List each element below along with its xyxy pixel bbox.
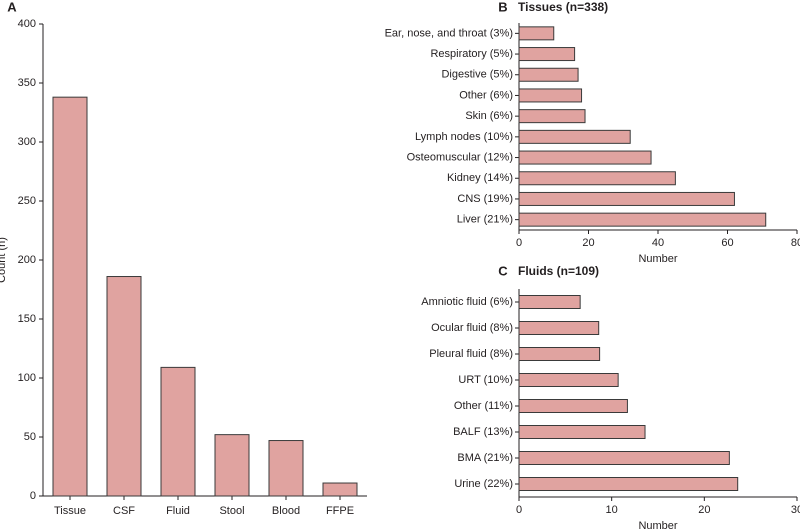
- bar: [518, 477, 739, 491]
- y-tick-label: Other (11%): [454, 400, 513, 412]
- y-tick-label: Amniotic fluid (6%): [421, 296, 513, 308]
- bar: [214, 434, 250, 497]
- bar: [322, 482, 358, 497]
- bar: [518, 373, 619, 387]
- bar: [518, 171, 676, 186]
- y-tick-label: CNS (19%): [457, 193, 513, 205]
- x-tick-label: 40: [652, 237, 664, 249]
- y-tick-label: Lymph nodes (10%): [415, 131, 513, 143]
- y-tick-label: Urine (22%): [454, 478, 513, 490]
- bar: [518, 425, 646, 439]
- x-tick-label: 60: [721, 237, 733, 249]
- y-tick-label: 250: [18, 195, 36, 207]
- bar: [518, 109, 586, 124]
- x-tick-label: 30: [791, 504, 800, 516]
- x-tick-label: Stool: [219, 505, 244, 517]
- bar: [518, 67, 579, 82]
- bar: [518, 212, 767, 227]
- y-tick-label: 100: [18, 372, 36, 384]
- y-tick-label: Other (6%): [459, 89, 513, 101]
- x-axis-label: Number: [638, 520, 677, 530]
- y-tick-label: 400: [18, 18, 36, 30]
- x-tick-label: Fluid: [166, 505, 190, 517]
- y-tick-label: BALF (13%): [453, 426, 513, 438]
- y-axis-label: Count (n): [0, 237, 8, 283]
- y-tick-label: 300: [18, 136, 36, 148]
- y-tick-label: Ear, nose, and throat (3%): [385, 27, 513, 39]
- panel-title: Tissues (n=338): [518, 0, 608, 14]
- bar: [518, 399, 628, 413]
- y-tick-label: Ocular fluid (8%): [431, 322, 513, 334]
- x-tick-label: 80: [791, 237, 800, 249]
- y-tick-label: BMA (21%): [457, 452, 513, 464]
- bar: [518, 150, 652, 165]
- y-tick-label: 200: [18, 254, 36, 266]
- y-tick-label: Pleural fluid (8%): [429, 348, 513, 360]
- x-tick-label: 20: [582, 237, 594, 249]
- y-tick-label: Liver (21%): [457, 214, 513, 226]
- bar: [106, 276, 142, 497]
- y-tick-label: Respiratory (5%): [430, 48, 513, 60]
- y-tick-label: Skin (6%): [465, 110, 513, 122]
- bar: [518, 26, 555, 41]
- panel-label: A: [7, 0, 17, 14]
- bar: [160, 366, 196, 497]
- x-tick-label: 0: [516, 237, 522, 249]
- bar: [268, 440, 304, 497]
- bar: [518, 347, 601, 361]
- x-tick-label: 0: [516, 504, 522, 516]
- y-tick-label: Osteomuscular (12%): [407, 151, 513, 163]
- y-tick-label: Digestive (5%): [441, 69, 513, 81]
- panel-title: Fluids (n=109): [518, 264, 599, 278]
- y-tick-label: 0: [30, 490, 36, 502]
- bar: [52, 96, 88, 497]
- x-tick-label: 20: [698, 504, 710, 516]
- x-tick-label: Blood: [272, 505, 300, 517]
- bar: [518, 191, 735, 206]
- bar: [518, 88, 583, 103]
- y-tick-label: 150: [18, 313, 36, 325]
- panel-label: C: [498, 263, 508, 278]
- y-tick-label: 50: [24, 431, 36, 443]
- bar: [518, 129, 631, 144]
- x-tick-label: FFPE: [326, 505, 354, 517]
- x-tick-label: 10: [606, 504, 618, 516]
- panel-label: B: [498, 0, 507, 14]
- bar: [518, 321, 600, 335]
- bar: [518, 451, 730, 465]
- bar: [518, 47, 576, 62]
- x-tick-label: Tissue: [54, 505, 86, 517]
- y-tick-label: 350: [18, 77, 36, 89]
- y-tick-label: Kidney (14%): [447, 172, 513, 184]
- bar: [518, 295, 581, 309]
- x-axis-label: Number: [638, 253, 677, 265]
- x-tick-label: CSF: [113, 505, 135, 517]
- y-tick-label: URT (10%): [458, 374, 513, 386]
